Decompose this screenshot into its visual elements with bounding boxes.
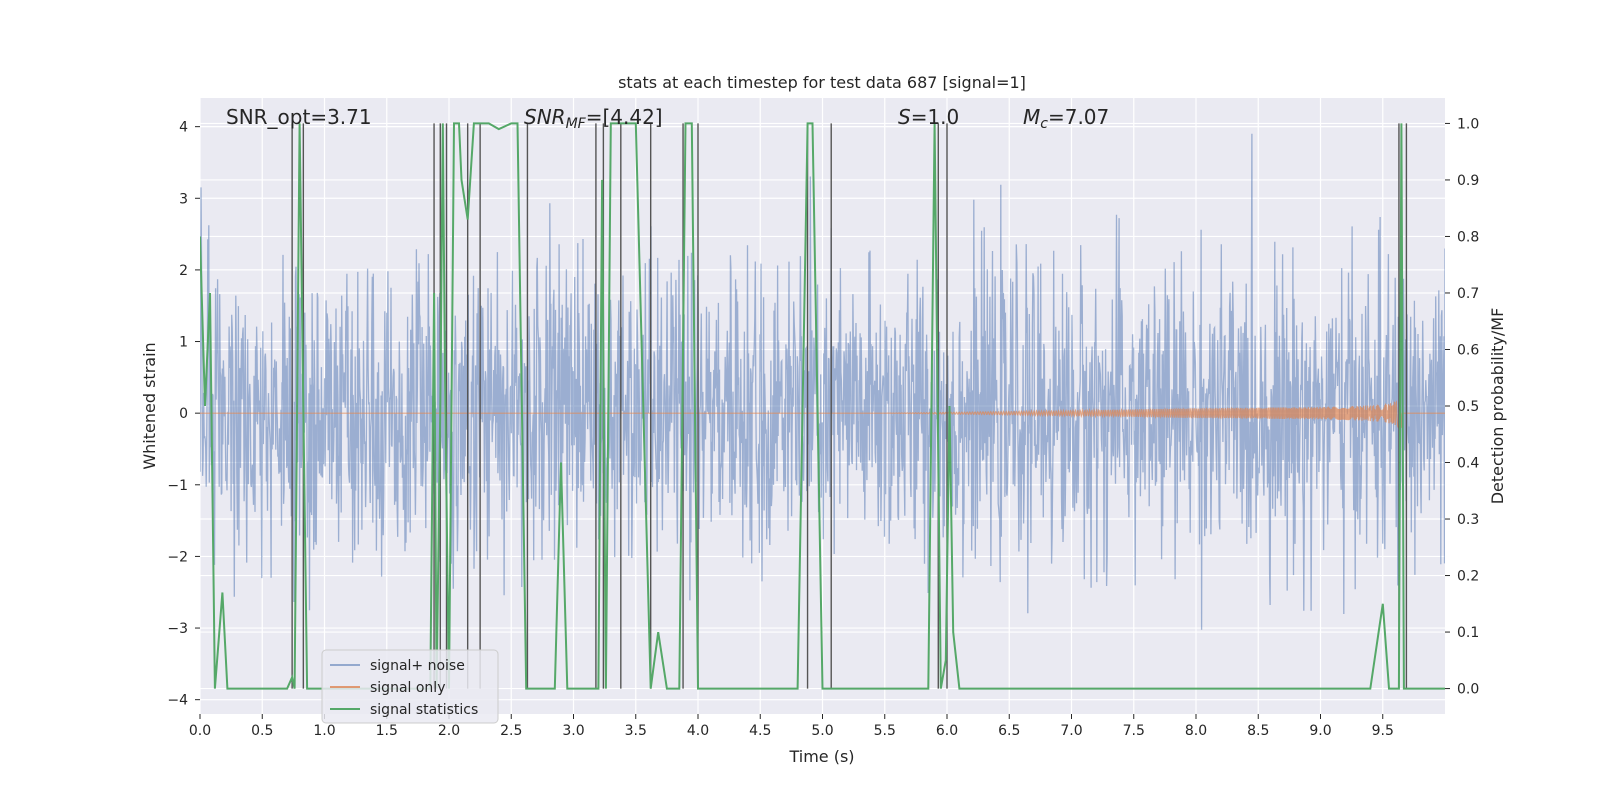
x-tick-label: 0.5 [251,723,273,739]
y-axis-left-label: Whitened strain [140,342,159,469]
y-right-tick-label: 0.1 [1457,625,1479,641]
y-right-tick-label: 0.5 [1457,399,1479,415]
y-left-tick-label: 4 [179,120,188,136]
x-tick-label: 2.0 [438,723,460,739]
y-left-tick-label: 0 [179,406,188,422]
y-right-tick-label: 0.3 [1457,512,1479,528]
x-tick-label: 4.5 [749,723,771,739]
x-tick-label: 5.5 [874,723,896,739]
y-left-tick-label: −4 [167,693,188,709]
y-right-tick-label: 0.6 [1457,342,1479,358]
y-axis-left-ticks: −4 −3 −2 −1 0 1 2 3 4 [167,120,200,709]
y-left-tick-label: −1 [167,478,188,494]
x-tick-label: 8.0 [1185,723,1207,739]
x-axis-label: Time (s) [788,747,854,766]
x-tick-label: 1.0 [313,723,335,739]
x-tick-label: 7.5 [1123,723,1145,739]
x-tick-label: 2.5 [500,723,522,739]
y-axis-right-label: Detection probability/MF [1488,308,1507,505]
signal-only-series [200,400,1445,429]
legend-label-signal-statistics: signal statistics [370,702,478,718]
y-right-tick-label: 0.8 [1457,229,1479,245]
x-tick-label: 0.0 [189,723,211,739]
y-left-tick-label: 2 [179,263,188,279]
detection-markers [291,123,1408,689]
x-tick-label: 1.5 [376,723,398,739]
y-right-tick-label: 0.9 [1457,173,1479,189]
x-tick-label: 7.0 [1060,723,1082,739]
x-tick-label: 3.0 [562,723,584,739]
x-tick-label: 5.0 [811,723,833,739]
signal-noise-series [200,133,1445,630]
annotation-snr-opt: SNR_opt=3.71 [226,105,372,129]
annotation-snr-mf: SNRMF=[4.42] [524,105,663,132]
legend-box [321,649,499,724]
x-axis-ticks: 0.0 0.5 1.0 1.5 2.0 2.5 3.0 3.5 4.0 4.5 5.0 5.5 6.0 6… [189,714,1394,739]
annotation-s: S=1.0 [898,105,959,129]
y-left-tick-label: −2 [167,549,188,565]
legend: signal+ noise signal only signal statist… [321,649,499,724]
x-tick-label: 9.5 [1372,723,1394,739]
y-right-tick-label: 0.4 [1457,456,1479,472]
x-tick-label: 9.0 [1309,723,1331,739]
x-tick-label: 3.5 [625,723,647,739]
legend-label-signal-only: signal only [370,680,445,696]
y-left-tick-label: 1 [179,335,188,351]
y-left-tick-label: −3 [167,621,188,637]
signal-only-line [200,400,1445,429]
x-tick-label: 8.5 [1247,723,1269,739]
x-tick-label: 6.5 [998,723,1020,739]
y-right-tick-label: 0.2 [1457,569,1479,585]
chart-title: stats at each timestep for test data 687… [618,73,1026,92]
x-tick-label: 6.0 [936,723,958,739]
y-left-tick-label: 3 [179,191,188,207]
y-right-tick-label: 0.0 [1457,682,1479,698]
y-right-tick-label: 1.0 [1457,116,1479,132]
annotation-mc: Mc=7.07 [1023,105,1109,132]
x-tick-label: 4.0 [687,723,709,739]
y-axis-right-ticks: 0.0 0.1 0.2 0.3 0.4 0.5 0.6 0.7 0.8 0.9 1.0 [1445,116,1479,698]
legend-label-signal-noise: signal+ noise [370,658,465,674]
y-right-tick-label: 0.7 [1457,286,1479,302]
signal-noise-line [200,133,1445,630]
